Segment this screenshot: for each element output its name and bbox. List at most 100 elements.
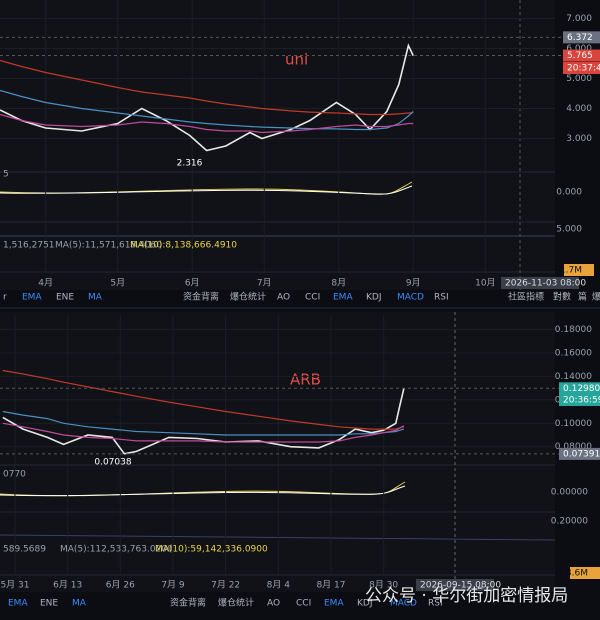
y-tick-label: 5.000 <box>566 74 592 84</box>
indicator-label: 1,516,2751 <box>3 241 55 251</box>
toolbar-item[interactable]: KDJ <box>357 599 373 609</box>
toolbar-item[interactable]: AO <box>277 293 290 303</box>
indicator-label: 0770 <box>3 470 26 480</box>
indicator-label: 5.000 <box>556 225 582 235</box>
toolbar-item[interactable]: CCI <box>305 293 320 303</box>
price-tag <box>559 447 600 460</box>
x-tick-label: 8月 17 <box>316 580 345 591</box>
toolbar-item[interactable]: MA <box>72 599 87 609</box>
low-label: 2.316 <box>177 159 203 169</box>
x-tick-label: 5月 31 <box>0 580 29 591</box>
timer-tag <box>559 394 600 406</box>
toolbar-item[interactable]: EMA <box>22 293 42 303</box>
indicator-label: 0.20000 <box>551 517 588 527</box>
timer-tag <box>563 62 600 74</box>
toolbar-item[interactable]: ENE <box>56 293 74 303</box>
x-tick-label: 6月 26 <box>106 580 135 591</box>
volume-tag <box>570 567 600 579</box>
x-tick-label: 9月 <box>406 278 421 289</box>
indicator-label: 5 <box>3 170 9 180</box>
crosshair-time: 2026-09-15 08:00 <box>420 581 501 591</box>
indicator-label: 589.5689 <box>3 545 46 555</box>
y-tick-label: 7.000 <box>566 14 592 24</box>
x-tick-label: 8月 30 <box>369 580 398 591</box>
time-tag <box>501 277 579 289</box>
y-tick-label: 0.16000 <box>555 348 592 358</box>
x-tick-label: 4月 <box>38 278 53 289</box>
sub-line <box>0 534 556 541</box>
price-tag <box>563 31 600 44</box>
chart-title: uni <box>285 51 308 69</box>
toolbar-item[interactable]: 爆 <box>592 291 600 303</box>
chart-title: ARB <box>290 371 321 389</box>
y-tick-label: 3.000 <box>566 134 592 144</box>
macd-line <box>0 485 406 497</box>
low-label: 0.07038 <box>94 458 131 468</box>
price-line <box>0 59 414 116</box>
timer: 20:36:59 <box>563 396 600 406</box>
price-line <box>2 369 405 430</box>
x-tick-label: 8月 4 <box>267 580 291 591</box>
x-tick-label: 7月 9 <box>161 580 185 591</box>
x-tick-label: 8月 <box>331 278 346 289</box>
price-tag-label: 0.12980 <box>563 384 600 394</box>
toolbar-item[interactable]: 社區指標 <box>508 291 544 303</box>
x-tick-label: 7月 <box>257 278 272 289</box>
toolbar-item[interactable]: EMA <box>324 599 344 609</box>
toolbar-item[interactable]: ENE <box>40 599 58 609</box>
toolbar-item[interactable]: 篇 <box>578 291 587 303</box>
y-tick-label: 6.000 <box>566 44 592 54</box>
x-tick-label: 10月 <box>475 278 495 289</box>
time-tag <box>416 579 494 591</box>
y-tick-label: 0.08000 <box>555 442 592 452</box>
toolbar-item[interactable]: 爆仓统计 <box>218 597 254 609</box>
y-tick-label: 0.18000 <box>555 325 592 335</box>
indicator-label: 1.7M <box>560 266 582 276</box>
x-tick-label: 6月 <box>185 278 200 289</box>
toolbar-item[interactable]: 资金背离 <box>183 291 219 303</box>
price-tag-label: 5.765 <box>567 51 593 61</box>
x-tick-label: 5月 <box>110 278 125 289</box>
indicator-label: MA(10):59,142,336.0900 <box>155 545 268 555</box>
toolbar-item[interactable]: 资金背离 <box>170 597 206 609</box>
indicator-label: 23.6M <box>560 569 588 579</box>
price-tag-label: 0.07391 <box>563 449 600 459</box>
y-tick-label: 0.14000 <box>555 372 592 382</box>
watermark: 公众号 · 华尔街加密情报局 <box>365 586 568 606</box>
toolbar-item[interactable]: RSI <box>428 599 443 609</box>
toolbar-item[interactable]: MA <box>88 293 103 303</box>
price-tag <box>563 49 600 62</box>
toolbar-item[interactable]: EMA <box>8 599 28 609</box>
timer: 20:37:49 <box>567 64 600 74</box>
toolbar-item[interactable]: KDJ <box>366 293 382 303</box>
crosshair-time: 2026-11-03 08:00 <box>505 279 586 289</box>
panel-2 <box>0 312 555 592</box>
toolbar-item[interactable]: MACD <box>390 599 417 609</box>
toolbar-item[interactable]: RSI <box>434 293 449 303</box>
indicator-label: MA(10):8,138,666.4910 <box>130 241 237 251</box>
indicator-label: MA(5):11,571,618.4060 <box>55 241 162 251</box>
toolbar-item[interactable]: r <box>3 293 7 303</box>
indicator-label: 0.000 <box>556 188 582 198</box>
x-tick-label: 7月 22 <box>211 580 240 591</box>
price-line <box>2 422 405 443</box>
price-line <box>0 113 414 134</box>
volume-tag <box>564 264 594 276</box>
price-line <box>0 43 414 152</box>
indicator-label: 0.00000 <box>551 488 588 498</box>
x-tick-label: 6月 13 <box>53 580 82 591</box>
toolbar-item[interactable]: MACD <box>397 293 424 303</box>
price-tag-label: 6.372 <box>567 33 593 43</box>
toolbar-item[interactable]: EMA <box>333 293 353 303</box>
indicator-label: MA(5):112,533,763.0200 <box>60 545 173 555</box>
y-tick-label: 4.000 <box>566 104 592 114</box>
toolbar-item[interactable]: AO <box>267 599 280 609</box>
toolbar-item[interactable]: CCI <box>296 599 311 609</box>
price-line <box>0 89 414 131</box>
macd-line <box>0 185 413 195</box>
y-tick-label: 0.10000 <box>555 419 592 429</box>
toolbar-item[interactable]: 對數 <box>553 291 571 303</box>
price-tag <box>559 382 600 395</box>
toolbar-item[interactable]: 爆仓统计 <box>230 291 266 303</box>
